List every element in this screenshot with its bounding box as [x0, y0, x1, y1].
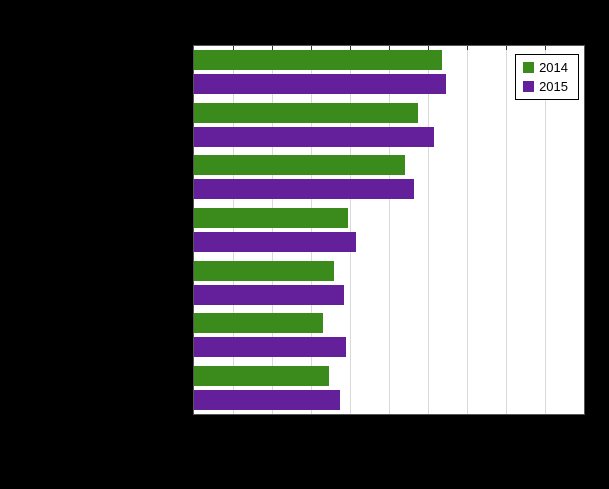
legend-swatch-2014-icon — [523, 62, 535, 73]
bar-2014 — [194, 313, 323, 334]
bar-2014 — [194, 365, 329, 386]
bar-2015 — [194, 284, 345, 305]
axis-tick — [350, 46, 351, 50]
gridline — [545, 46, 546, 414]
bar-group — [194, 204, 584, 257]
axis-tick — [233, 46, 234, 50]
bar-group — [194, 361, 584, 414]
bar-group — [194, 309, 584, 362]
bar-2015 — [194, 74, 446, 95]
gridline — [233, 46, 234, 414]
bar-2015 — [194, 337, 347, 358]
bar-2014 — [194, 102, 419, 123]
bar-2014 — [194, 155, 405, 176]
gridline — [311, 46, 312, 414]
bar-2015 — [194, 179, 415, 200]
axis-tick — [389, 46, 390, 50]
axis-tick — [272, 46, 273, 50]
bar-group — [194, 46, 584, 99]
legend: 2014 2015 — [515, 54, 579, 100]
bar-group — [194, 99, 584, 152]
gridline — [467, 46, 468, 414]
bar-group — [194, 151, 584, 204]
bar-2015 — [194, 231, 356, 252]
gridline — [350, 46, 351, 414]
bar-2014 — [194, 207, 349, 228]
gridline — [428, 46, 429, 414]
plot-area: 2014 2015 — [193, 45, 585, 415]
bar-2014 — [194, 50, 442, 71]
legend-label-2014: 2014 — [539, 60, 568, 75]
bar-2015 — [194, 389, 341, 410]
legend-label-2015: 2015 — [539, 79, 568, 94]
bar-2014 — [194, 260, 335, 281]
gridline — [272, 46, 273, 414]
axis-tick — [311, 46, 312, 50]
bar-2015 — [194, 126, 434, 147]
axis-tick — [506, 46, 507, 50]
bar-group — [194, 256, 584, 309]
gridline — [506, 46, 507, 414]
axis-tick — [428, 46, 429, 50]
legend-item-2014: 2014 — [523, 61, 568, 74]
legend-item-2015: 2015 — [523, 80, 568, 93]
bars-container — [194, 46, 584, 414]
axis-tick — [467, 46, 468, 50]
gridline — [389, 46, 390, 414]
axis-tick — [545, 46, 546, 50]
legend-swatch-2015-icon — [523, 81, 535, 92]
